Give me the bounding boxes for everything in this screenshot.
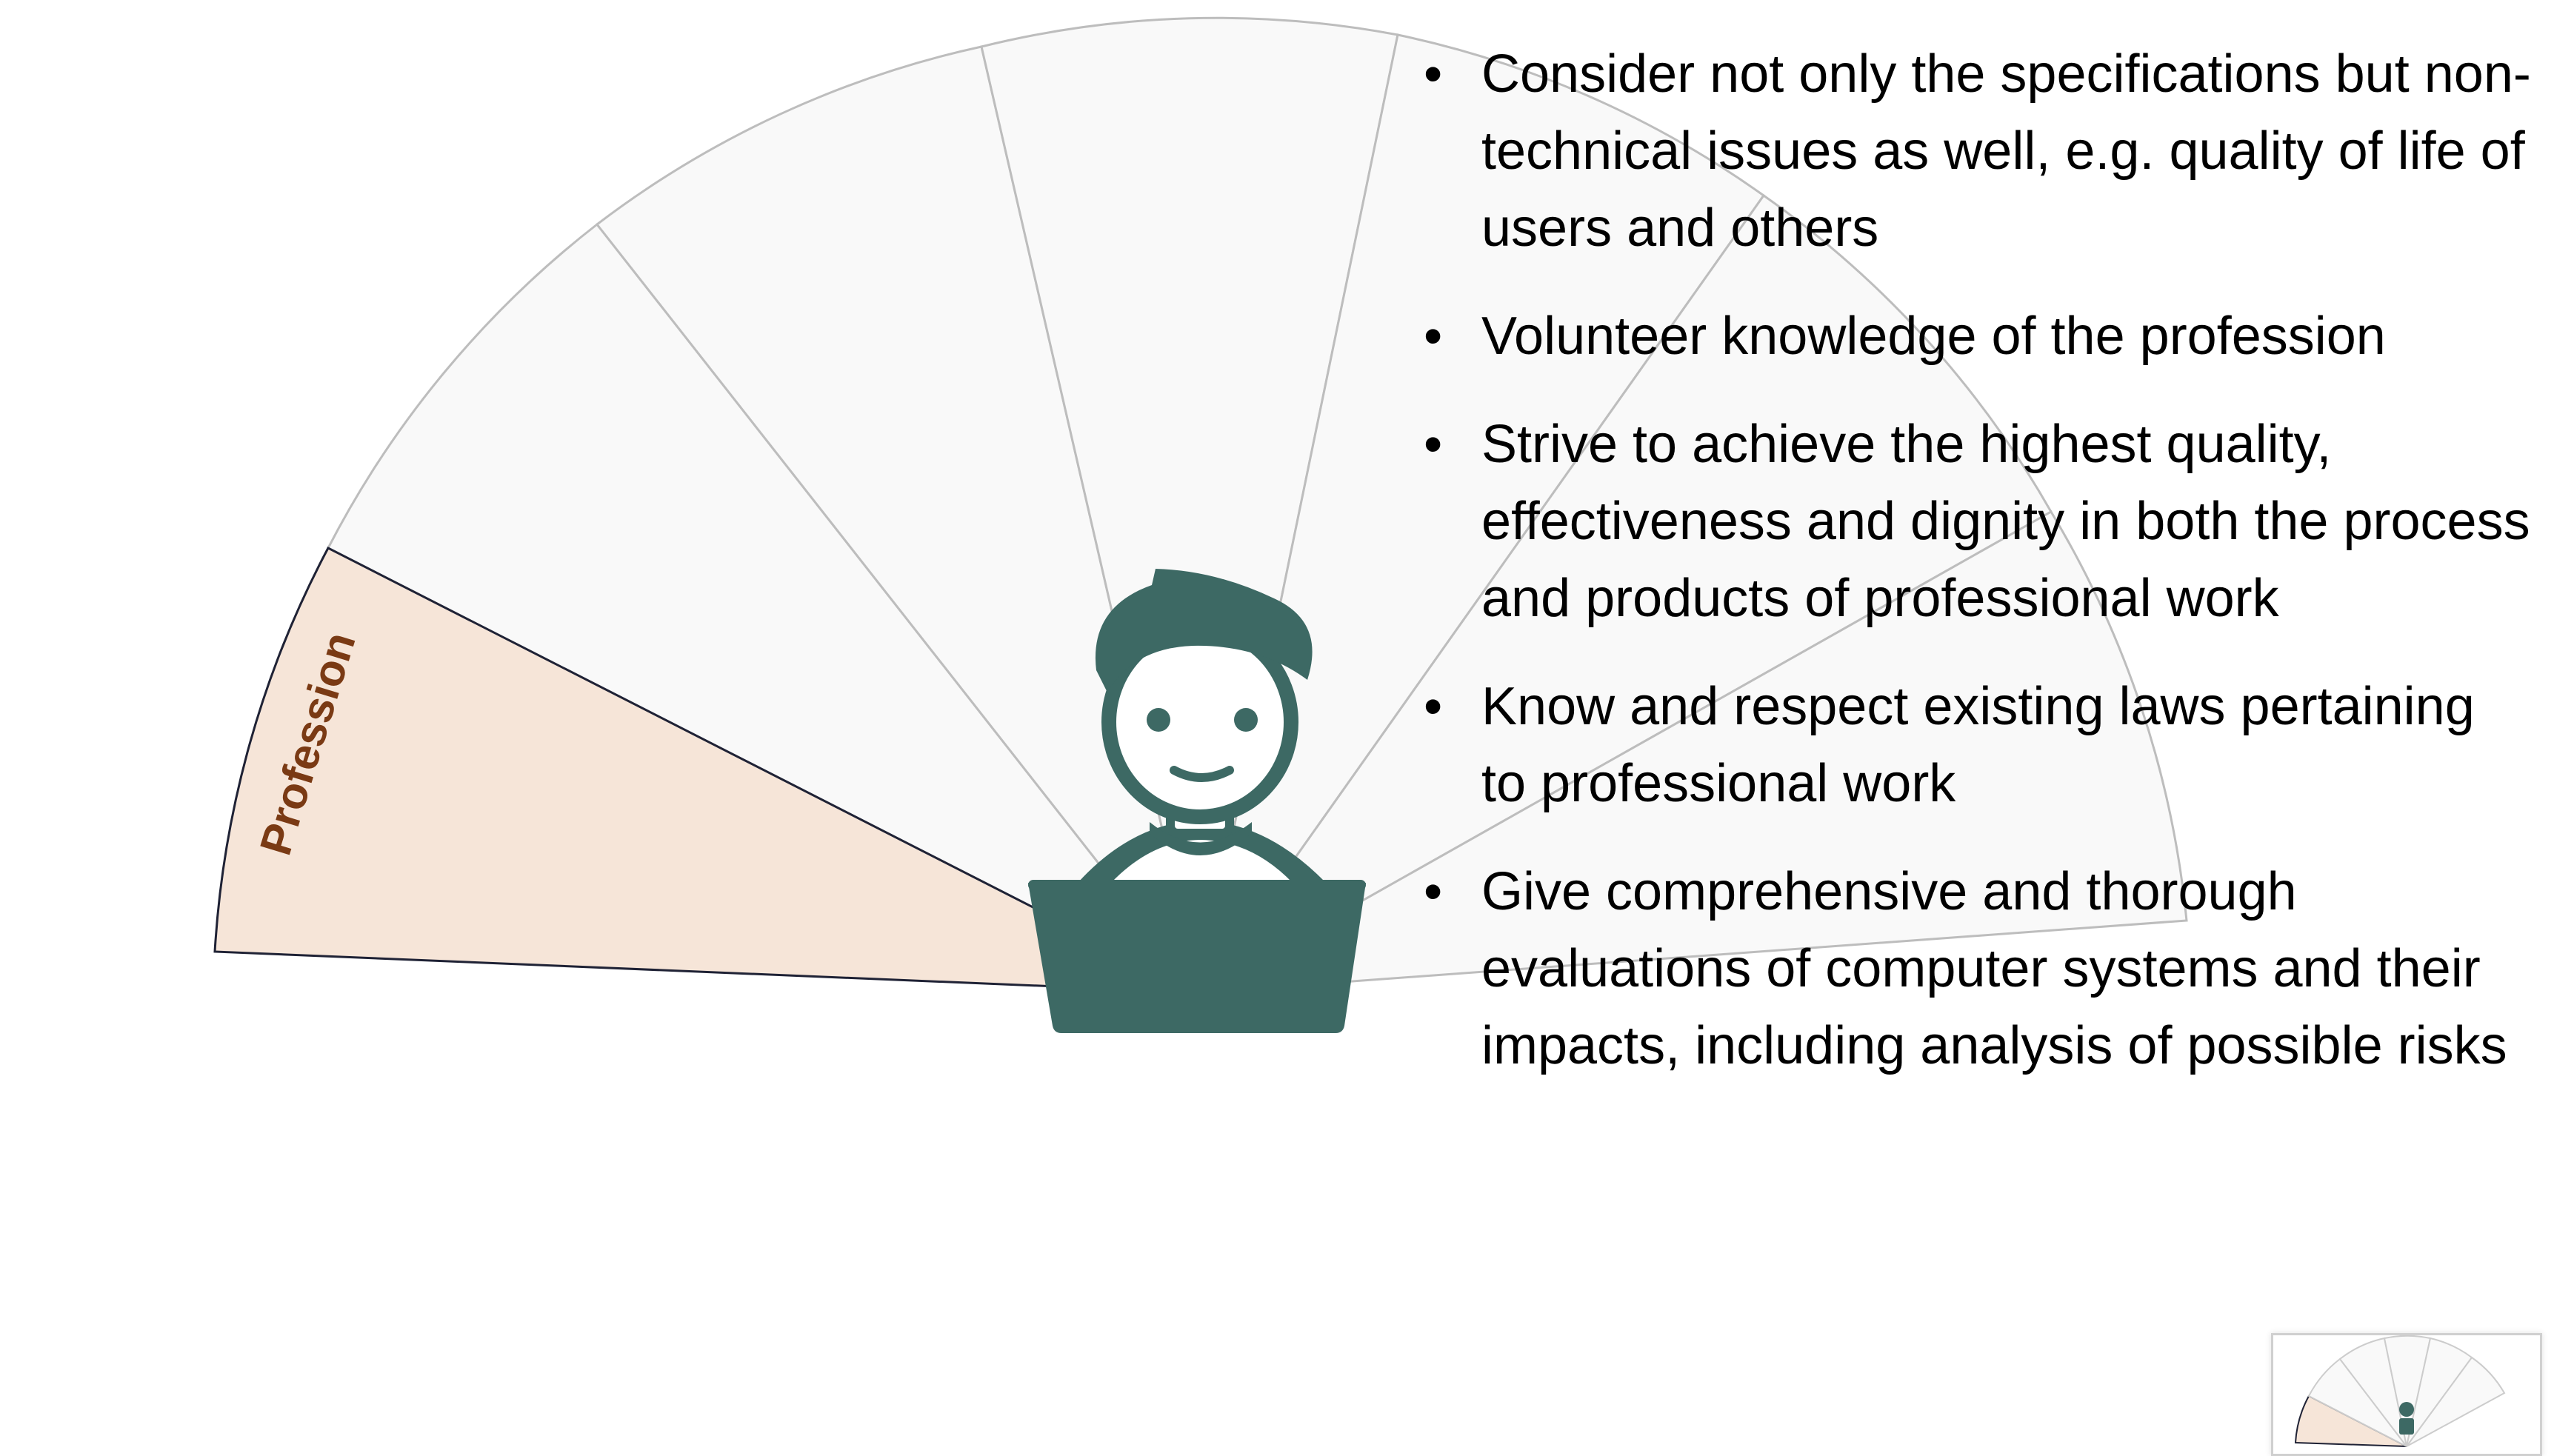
bullet-list: • Consider not only the specifications b…: [1407, 36, 2533, 1115]
bullet-marker: •: [1424, 677, 1443, 736]
fan-segment-5[interactable]: [1198, 33, 1766, 993]
bullet-marker: •: [1424, 415, 1443, 474]
fan-segment-profession[interactable]: [213, 546, 1201, 994]
fan-diagram: Profession: [213, 16, 2188, 1033]
fan-segment-7[interactable]: [1199, 510, 2188, 994]
bullet-item: • Know and respect existing laws pertain…: [1407, 668, 2533, 822]
thumbnail-preview: [2294, 1335, 2506, 1447]
bullet-marker: •: [1424, 307, 1443, 366]
bullet-item: • Volunteer knowledge of the profession: [1407, 298, 2533, 375]
fan-segment-2[interactable]: [326, 222, 1201, 994]
bullet-text: Consider not only the specifications but…: [1481, 44, 2531, 258]
slide-thumbnail[interactable]: [2271, 1333, 2542, 1456]
fan-segment-3[interactable]: [595, 45, 1201, 993]
bullet-text: Volunteer knowledge of the profession: [1481, 307, 2386, 366]
bullet-marker: •: [1424, 862, 1443, 921]
bullet-item: • Consider not only the specifications b…: [1407, 36, 2533, 267]
bullet-marker: •: [1424, 44, 1443, 104]
bullet-item: • Strive to achieve the highest quality,…: [1407, 406, 2533, 637]
bullet-text: Strive to achieve the highest quality, e…: [1481, 415, 2530, 628]
bullet-item: • Give comprehensive and thorough evalua…: [1407, 853, 2533, 1084]
bullet-text: Give comprehensive and thorough evaluati…: [1481, 862, 2507, 1075]
fan-segment-6[interactable]: [1198, 193, 2053, 994]
person-with-laptop-icon: [1028, 569, 1366, 1033]
bullet-text: Know and respect existing laws pertainin…: [1481, 677, 2475, 813]
fan-segment-4[interactable]: [980, 16, 1399, 993]
